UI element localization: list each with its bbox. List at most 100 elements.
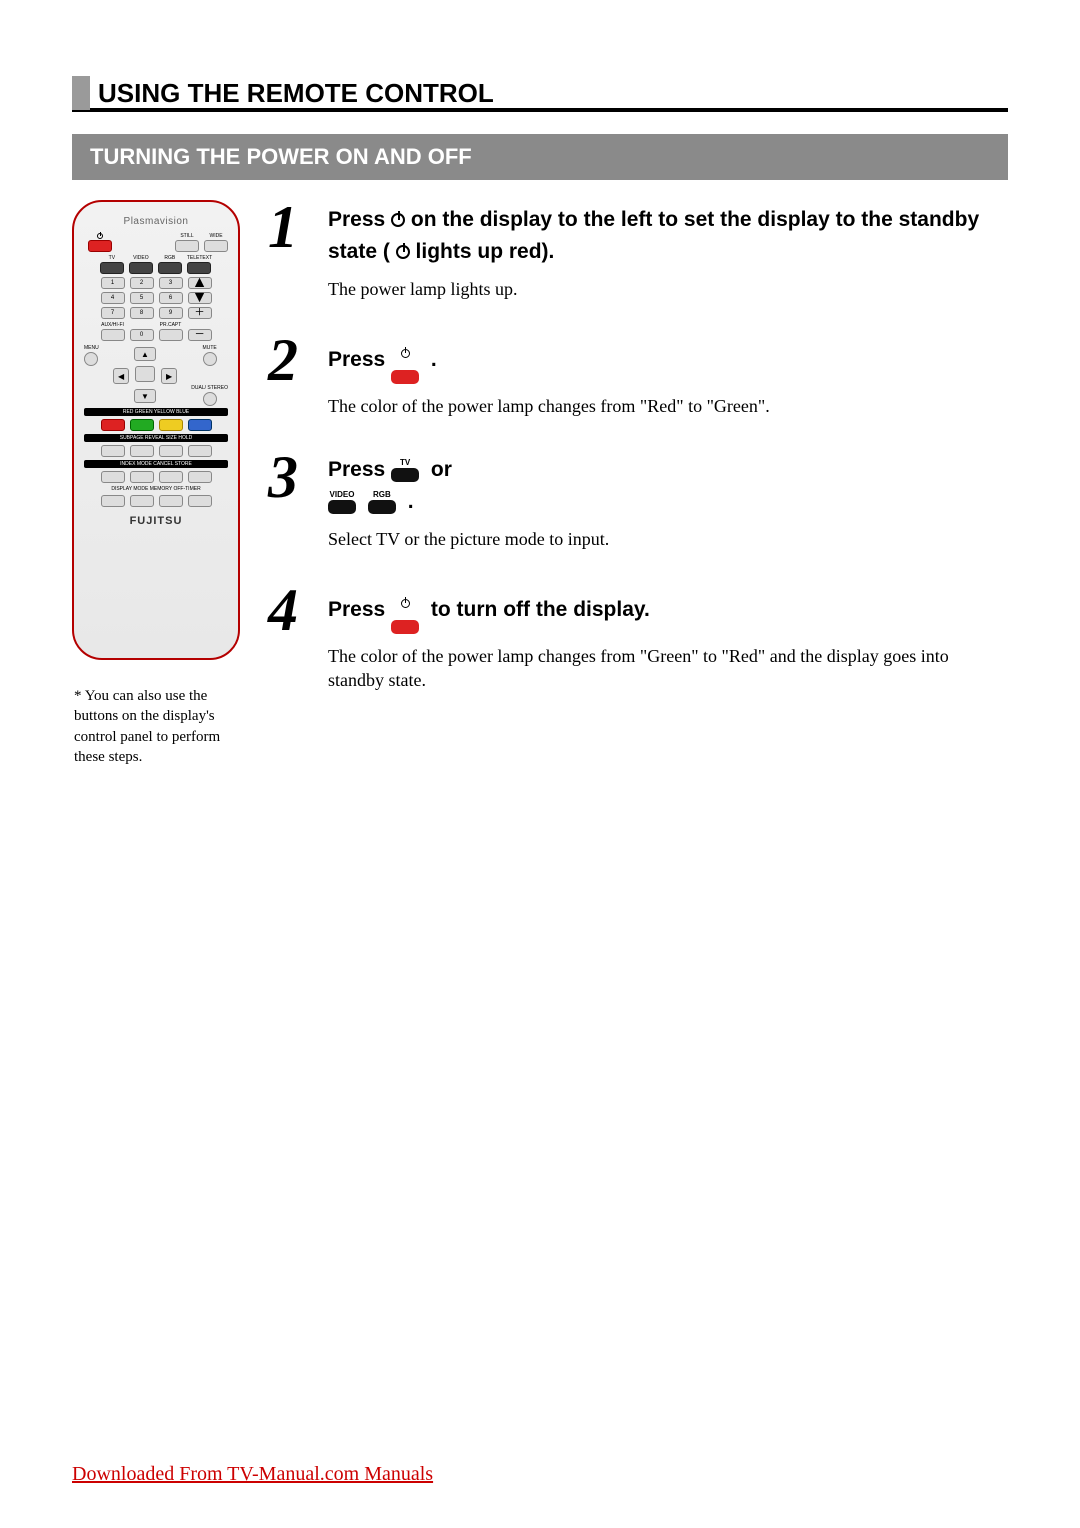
step-number: 4 — [268, 583, 310, 637]
remote-button — [129, 262, 153, 274]
remote-button — [159, 495, 183, 507]
remote-button: ▲ — [188, 277, 212, 289]
remote-button — [159, 445, 183, 457]
header-rule: USING THE REMOTE CONTROL — [72, 108, 1008, 112]
label: DISPLAY MODE MEMORY OFF-TIMER — [84, 486, 228, 492]
remote-button — [159, 471, 183, 483]
step-body-text: Select TV or the picture mode to input. — [328, 527, 1008, 551]
step-heading: Press to turn off the display. — [328, 587, 1008, 634]
label: PR.CAPT — [160, 322, 182, 328]
remote-button: 8 — [130, 307, 154, 319]
remote-button — [101, 445, 125, 457]
text: or — [431, 458, 452, 481]
remote-button — [159, 329, 183, 341]
remote-button: 4 — [101, 292, 125, 304]
remote-button: 1 — [101, 277, 125, 289]
label: AUX/HI-FI — [101, 322, 124, 328]
step-number: 1 — [268, 200, 310, 254]
power-icon — [396, 245, 410, 259]
remote-button — [100, 262, 124, 274]
remote-button — [175, 240, 199, 252]
remote-button — [130, 419, 154, 431]
text: . — [408, 490, 414, 513]
dpad: ▲▼◀▶ — [113, 347, 177, 403]
remote-button: 9 — [159, 307, 183, 319]
label: WIDE — [209, 233, 222, 239]
strip: RED GREEN YELLOW BLUE — [84, 408, 228, 416]
label: VIDEO — [133, 255, 149, 261]
remote-button — [84, 352, 98, 366]
text: Press — [328, 348, 391, 371]
label: MENU — [84, 345, 99, 351]
remote-button — [130, 471, 154, 483]
power-icon — [391, 213, 405, 227]
remote-button: ▼ — [188, 292, 212, 304]
remote-button — [203, 352, 217, 366]
footer-link[interactable]: Downloaded From TV-Manual.com Manuals — [72, 1463, 433, 1486]
remote-button: 6 — [159, 292, 183, 304]
remote-logo: FUJITSU — [84, 515, 228, 527]
power-icon — [97, 233, 103, 239]
step-body-text: The power lamp lights up. — [328, 277, 1008, 301]
remote-power-button — [88, 240, 112, 252]
remote-button — [188, 445, 212, 457]
label: TV — [109, 255, 115, 261]
remote-button: 2 — [130, 277, 154, 289]
page-title: USING THE REMOTE CONTROL — [98, 78, 1008, 109]
text: lights up red). — [416, 240, 555, 263]
remote-footnote: * You can also use the buttons on the di… — [72, 686, 240, 767]
step-2: 2 Press . The color of the power lamp ch… — [268, 333, 1008, 418]
text: Press — [328, 208, 391, 231]
text: Press — [328, 598, 391, 621]
section-title: TURNING THE POWER ON AND OFF — [72, 134, 1008, 180]
tv-button-icon: TV — [391, 459, 419, 482]
text: . — [431, 348, 437, 371]
text: to turn off the display. — [431, 598, 650, 621]
label: TELETEXT — [187, 255, 212, 261]
label: MUTE — [203, 345, 217, 351]
step-number: 3 — [268, 450, 310, 504]
remote-button — [188, 495, 212, 507]
remote-button — [187, 262, 211, 274]
remote-button — [101, 471, 125, 483]
remote-button: 0 — [130, 329, 154, 341]
strip: SUBPAGE REVEAL SIZE HOLD — [84, 434, 228, 442]
power-icon — [401, 349, 410, 358]
remote-button: 3 — [159, 277, 183, 289]
step-body-text: The color of the power lamp changes from… — [328, 394, 1008, 418]
power-icon — [401, 599, 410, 608]
rgb-button-icon: RGB — [368, 491, 396, 514]
label: VIDEO — [328, 491, 356, 499]
remote-button — [130, 495, 154, 507]
remote-button — [203, 392, 217, 406]
remote-brand: Plasmavision — [84, 216, 228, 227]
remote-button — [204, 240, 228, 252]
remote-button: + — [188, 307, 212, 319]
step-3: 3 Press TV or VIDEO — [268, 450, 1008, 551]
remote-button — [159, 419, 183, 431]
strip: INDEX MODE CANCEL STORE — [84, 460, 228, 468]
remote-button — [130, 445, 154, 457]
power-button-icon — [391, 587, 419, 634]
step-number: 2 — [268, 333, 310, 387]
step-heading: Press TV or VIDEO RGB — [328, 454, 1008, 517]
step-body-text: The color of the power lamp changes from… — [328, 644, 1008, 693]
remote-button — [101, 495, 125, 507]
text: Press — [328, 458, 391, 481]
label: RGB — [368, 491, 396, 499]
label: STILL — [180, 233, 193, 239]
step-heading: Press on the display to the left to set … — [328, 204, 1008, 267]
label: TV — [391, 459, 419, 467]
step-1: 1 Press on the display to the left to se… — [268, 200, 1008, 301]
remote-illustration: Plasmavision STILL WIDE TV VIDEO RGB TEL… — [72, 200, 240, 660]
step-4: 4 Press to turn off the display. The col… — [268, 583, 1008, 692]
remote-button — [101, 419, 125, 431]
remote-button: − — [188, 329, 212, 341]
remote-button — [101, 329, 125, 341]
remote-button: 5 — [130, 292, 154, 304]
video-button-icon: VIDEO — [328, 491, 356, 514]
step-heading: Press . — [328, 337, 1008, 384]
power-button-icon — [391, 337, 419, 384]
remote-button — [188, 471, 212, 483]
remote-button: 7 — [101, 307, 125, 319]
